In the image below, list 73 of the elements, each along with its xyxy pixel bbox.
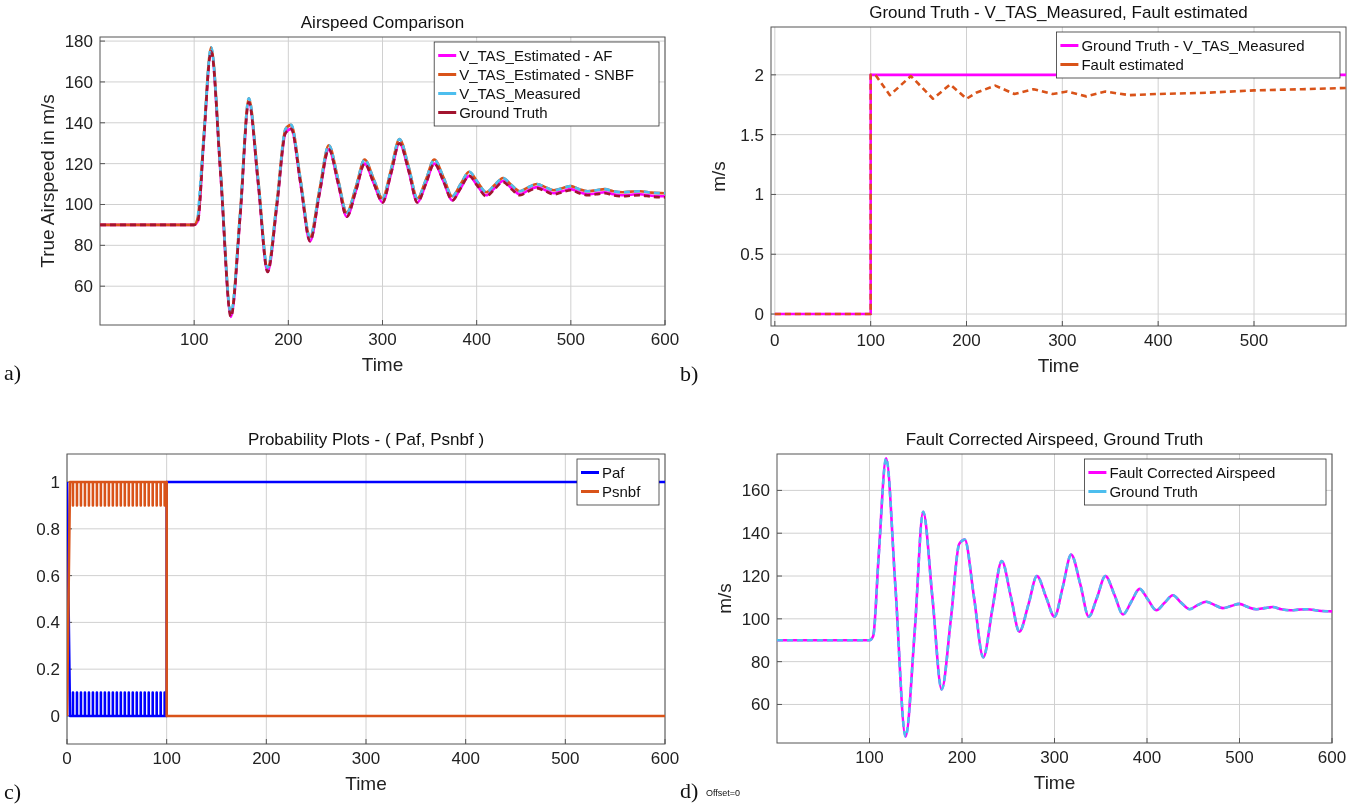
x-tick-label: 600 — [650, 330, 680, 349]
y-tick-label: 60 — [751, 695, 770, 715]
y-tick-label: 0.4 — [36, 613, 60, 633]
y-axis-title: m/s — [714, 583, 735, 614]
y-tick-label: 1 — [50, 473, 60, 493]
x-tick-label: 100 — [179, 330, 209, 349]
x-tick-label: 300 — [1048, 331, 1077, 350]
x-axis-title: Time — [361, 354, 404, 375]
x-axis-title: Time — [1037, 355, 1080, 376]
y-tick-label: 100 — [741, 609, 770, 629]
y-tick-label: 2 — [754, 65, 764, 85]
x-tick-label: 500 — [556, 330, 586, 349]
x-tick-label: 200 — [952, 331, 981, 350]
y-tick-label: 140 — [64, 113, 93, 133]
x-tick-label: 100 — [855, 748, 884, 767]
x-tick-label: 200 — [252, 749, 281, 768]
y-tick-label: 160 — [64, 72, 93, 92]
y-tick-label: 180 — [64, 32, 93, 52]
chart-title: Fault Corrected Airspeed, Ground Truth — [905, 430, 1204, 449]
text: b) — [680, 361, 699, 386]
y-tick-label: 80 — [74, 236, 93, 256]
legend-label: Ground Truth — [1109, 482, 1198, 500]
y-tick-label: 140 — [741, 524, 770, 544]
legend-label: Fault estimated — [1081, 55, 1184, 73]
y-tick-label: 0 — [50, 706, 60, 726]
legend-label: V_TAS_Measured — [459, 84, 581, 102]
y-tick-label: 0.6 — [36, 566, 60, 586]
text: a) — [4, 360, 22, 385]
x-tick-label: 100 — [856, 331, 885, 350]
y-tick-label: 1.5 — [740, 125, 764, 145]
x-tick-label: 100 — [152, 749, 181, 768]
y-tick-label: 100 — [64, 195, 93, 215]
legend-label: Fault Corrected Airspeed — [1109, 463, 1276, 481]
y-tick-label: 0.5 — [740, 245, 764, 265]
chart-title: Probability Plots - ( Paf, Psnbf ) — [247, 430, 485, 449]
legend-label: Ground Truth - V_TAS_Measured — [1081, 36, 1305, 54]
text: Offset=0 — [706, 788, 741, 798]
x-tick-label: 300 — [351, 749, 381, 768]
y-axis-title: m/s — [708, 161, 729, 192]
y-tick-label: 160 — [741, 481, 770, 501]
y-tick-label: 80 — [751, 652, 770, 672]
x-tick-label: 300 — [1040, 748, 1069, 767]
x-axis-title: Time — [1033, 772, 1076, 793]
y-tick-label: 0 — [754, 304, 764, 324]
x-tick-label: 400 — [1143, 331, 1173, 350]
legend-label: V_TAS_Estimated - SNBF — [459, 65, 634, 83]
x-tick-label: 600 — [650, 749, 680, 768]
x-tick-label: 200 — [947, 748, 977, 767]
chart-title: Ground Truth - V_TAS_Measured, Fault estimated — [869, 3, 1248, 22]
legend-label: Paf — [602, 463, 626, 481]
y-tick-label: 0.2 — [36, 660, 60, 680]
y-tick-label: 0.8 — [36, 519, 60, 539]
x-axis-title: Time — [345, 773, 387, 794]
x-tick-label: 300 — [368, 330, 397, 349]
x-tick-label: 500 — [551, 749, 580, 768]
y-tick-label: 1 — [754, 185, 764, 205]
y-tick-label: 120 — [64, 154, 93, 174]
y-axis-title: True Airspeed in m/s — [37, 94, 58, 268]
legend-label: V_TAS_Estimated - AF — [459, 46, 613, 64]
legend-label: Psnbf — [602, 482, 642, 500]
x-tick-label: 500 — [1225, 748, 1254, 767]
x-tick-label: 400 — [462, 330, 491, 349]
chart-title: Airspeed Comparison — [300, 13, 465, 32]
x-tick-label: 600 — [1317, 748, 1347, 767]
x-tick-label: 400 — [1132, 748, 1162, 767]
x-tick-label: 400 — [451, 749, 480, 768]
x-tick-label: 200 — [274, 330, 303, 349]
y-tick-label: 120 — [741, 566, 770, 586]
legend-label: Ground Truth — [459, 103, 548, 121]
y-tick-label: 60 — [74, 277, 93, 297]
text: c) — [4, 779, 22, 804]
x-tick-label: 500 — [1239, 331, 1269, 350]
text: d) — [680, 778, 699, 803]
